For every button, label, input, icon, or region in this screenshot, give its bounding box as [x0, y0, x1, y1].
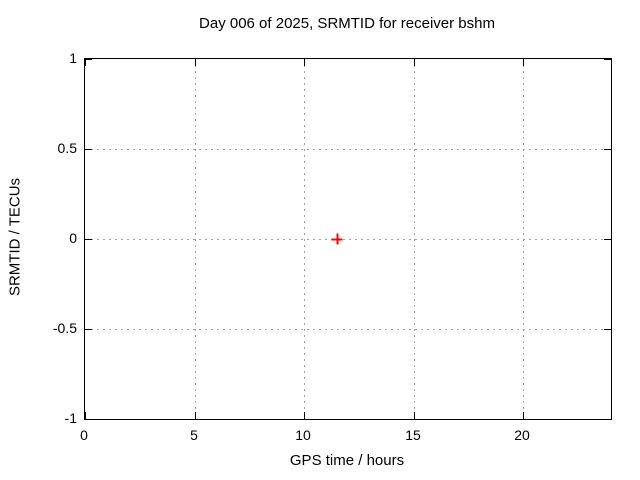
x-tick-mark — [304, 59, 305, 66]
y-tick-mark — [604, 419, 611, 420]
x-tick-mark — [85, 59, 86, 66]
y-tick-label: -1 — [64, 410, 77, 426]
y-tick-label: 1 — [69, 50, 77, 66]
x-tick-mark — [523, 59, 524, 66]
x-tick-mark — [414, 412, 415, 419]
x-tick-mark — [523, 412, 524, 419]
y-tick-mark — [604, 59, 611, 60]
gridline-horizontal — [85, 239, 611, 240]
y-tick-mark — [85, 149, 92, 150]
data-point-marker — [331, 233, 343, 245]
y-tick-mark — [604, 149, 611, 150]
y-tick-label: 0.5 — [57, 140, 77, 156]
y-tick-mark — [604, 239, 611, 240]
y-tick-mark — [604, 329, 611, 330]
gridline-horizontal — [85, 149, 611, 150]
y-tick-label: 0 — [69, 230, 77, 246]
chart-title: Day 006 of 2025, SRMTID for receiver bsh… — [199, 15, 495, 32]
x-tick-mark — [195, 412, 196, 419]
gridline-horizontal — [85, 329, 611, 330]
x-tick-label: 10 — [295, 427, 311, 443]
y-tick-mark — [85, 419, 92, 420]
x-tick-label: 5 — [190, 427, 198, 443]
x-axis-label: GPS time / hours — [289, 452, 405, 469]
x-tick-label: 0 — [80, 427, 88, 443]
y-tick-mark — [85, 59, 92, 60]
plot-area — [84, 58, 612, 420]
x-tick-label: 20 — [514, 427, 530, 443]
x-tick-label: 15 — [405, 427, 421, 443]
x-tick-mark — [414, 59, 415, 66]
y-tick-label: -0.5 — [52, 320, 77, 336]
x-tick-mark — [85, 412, 86, 419]
y-tick-mark — [85, 239, 92, 240]
x-tick-mark — [195, 59, 196, 66]
x-tick-mark — [304, 412, 305, 419]
y-tick-mark — [85, 329, 92, 330]
